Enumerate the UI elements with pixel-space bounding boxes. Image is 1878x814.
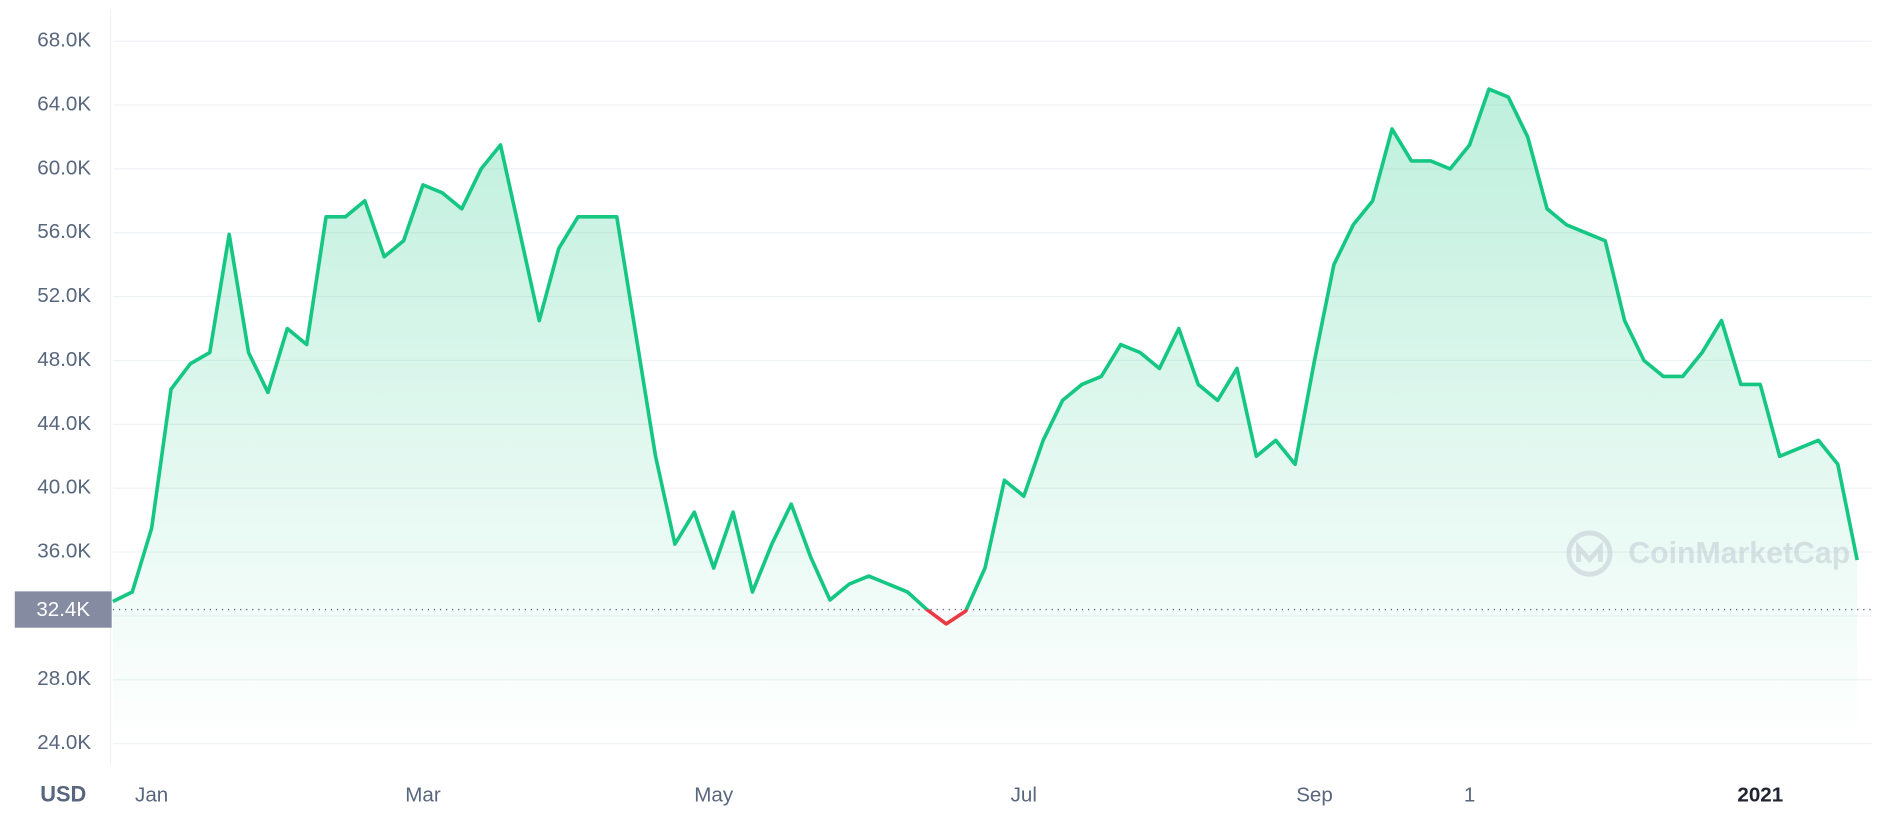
y-tick-label: 48.0K — [37, 348, 91, 371]
watermark-text: CoinMarketCap — [1628, 537, 1850, 570]
x-tick-label: Sep — [1296, 783, 1333, 806]
y-tick-label: 36.0K — [37, 540, 91, 563]
x-tick-label: Mar — [405, 783, 441, 806]
y-tick-label: 44.0K — [37, 412, 91, 435]
x-tick-label: May — [694, 783, 734, 806]
watermark: CoinMarketCap — [1566, 530, 1850, 577]
y-tick-label: 60.0K — [37, 156, 91, 179]
watermark-logo-mark — [1576, 541, 1603, 564]
x-tick-label: 1 — [1464, 783, 1475, 806]
price-area — [112, 89, 1858, 744]
y-tick-label: 52.0K — [37, 284, 91, 307]
reference-label: 32.4K — [36, 598, 90, 621]
y-tick-label: 40.0K — [37, 476, 91, 499]
currency-label: USD — [40, 782, 86, 807]
x-tick-label: 2021 — [1737, 783, 1783, 806]
y-tick-label: 64.0K — [37, 92, 91, 115]
y-tick-label: 24.0K — [37, 731, 91, 754]
x-tick-label: Jan — [135, 783, 168, 806]
watermark-logo — [1566, 530, 1613, 577]
x-tick-label: Jul — [1011, 783, 1037, 806]
y-tick-label: 68.0K — [37, 29, 91, 52]
y-tick-label: 28.0K — [37, 667, 91, 690]
y-tick-label: 56.0K — [37, 220, 91, 243]
reference-label-bg — [14, 591, 112, 628]
price-line — [112, 87, 1859, 626]
